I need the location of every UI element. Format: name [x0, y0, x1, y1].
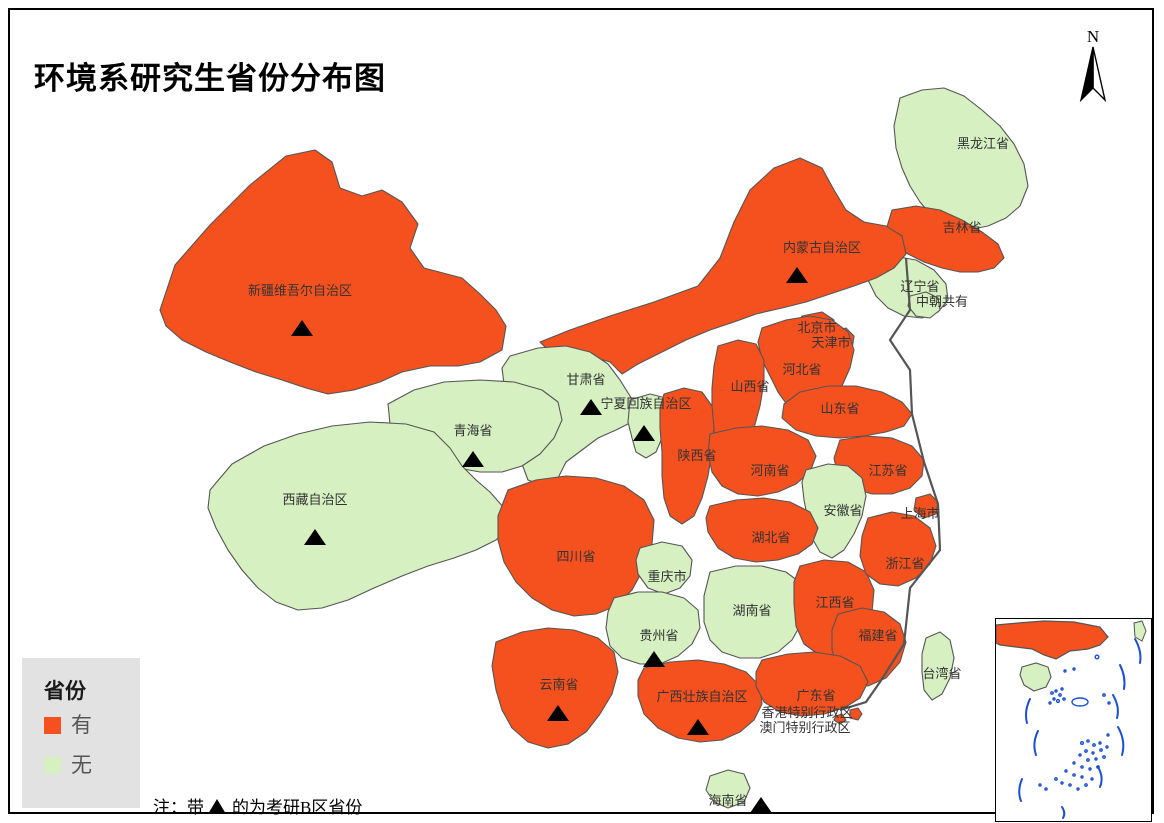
b-zone-triangle-icon [750, 797, 772, 813]
province-area[interactable] [913, 493, 939, 519]
province-label: 广东省 [796, 688, 835, 703]
province-label: 贵州省 [639, 628, 678, 643]
province-area[interactable] [605, 591, 701, 665]
province-label: 澳门特别行政区 [759, 720, 850, 735]
legend-item-none[interactable]: 无 [44, 752, 92, 778]
b-zone-triangle-icon [786, 267, 808, 283]
south-china-sea-inset[interactable] [995, 618, 1152, 822]
legend: 省份 有 无 [22, 658, 140, 808]
province-area[interactable] [659, 387, 715, 525]
legend-title: 省份 [44, 679, 86, 703]
north-label: N [1086, 27, 1100, 46]
province-area[interactable] [833, 713, 847, 725]
map-canvas: 新疆维吾尔自治区 黑龙江省吉林省辽宁省 中朝共有 内蒙古自治区北京市 天津市河北省 山西省… [10, 10, 1156, 816]
inset-mainland [996, 620, 1109, 660]
province-label: 青海省 [453, 423, 492, 438]
province-label: 黑龙江省 [957, 136, 1009, 151]
north-arrow-glyph [1079, 46, 1107, 103]
inset-svg [996, 620, 1147, 819]
coastline [839, 257, 942, 712]
b-zone-triangle-icon [633, 425, 655, 441]
legend-swatch-none [44, 756, 61, 774]
province-area[interactable] [781, 385, 913, 439]
b-zone-triangle-icon [687, 719, 709, 735]
province-area[interactable] [491, 627, 619, 749]
b-zone-triangle-icon [580, 399, 602, 415]
legend-item-has[interactable]: 有 [44, 712, 92, 738]
province-area[interactable] [539, 157, 907, 375]
province-area[interactable] [635, 541, 693, 595]
inset-hainan [1019, 662, 1052, 692]
nine-dash-line [1018, 638, 1142, 819]
map-frame: 新疆维吾尔自治区 黑龙江省吉林省辽宁省 中朝共有 内蒙古自治区北京市 天津市河北省 山西省… [8, 8, 1156, 822]
province-label: 海南省 [708, 793, 747, 808]
page-title: 环境系研究生省份分布图 [34, 60, 386, 96]
inset-islands [1038, 654, 1111, 791]
province-area[interactable] [921, 631, 955, 701]
province-label: 安徽省 [823, 503, 862, 518]
north-arrow-icon: N [1072, 28, 1114, 108]
province-area[interactable] [207, 421, 511, 611]
province-label: 中朝共有 [916, 294, 968, 309]
province-area[interactable] [707, 425, 817, 497]
province-label: 陕西省 [677, 448, 716, 463]
province-label: 上海市 [900, 506, 939, 521]
province-area[interactable] [159, 149, 507, 395]
province-label: 湖南省 [732, 603, 771, 618]
province-label: 江苏省 [868, 463, 907, 478]
b-zone-triangle-icon [643, 651, 665, 667]
province-label: 宁夏回族自治区 [600, 396, 691, 411]
province-area[interactable] [705, 497, 819, 563]
note-prefix: 注：带 [153, 798, 204, 817]
map-note: 注：带 的为考研B区省份 [153, 793, 362, 818]
province-label: 山西省 [730, 379, 769, 394]
province-label: 四川省 [556, 549, 595, 564]
province-area[interactable] [637, 659, 763, 743]
province-area[interactable] [801, 463, 867, 559]
province-label: 香港特别行政区 [761, 705, 852, 720]
province-label: 吉林省 [942, 220, 981, 235]
province-label: 广西壮族自治区 [656, 689, 747, 704]
province-area[interactable] [859, 511, 937, 587]
province-label: 辽宁省 [900, 279, 939, 294]
legend-label-none: 无 [71, 752, 92, 777]
province-label: 河北省 [782, 362, 821, 377]
b-zone-triangle-icon [304, 529, 326, 545]
province-label: 北京市 [797, 320, 836, 335]
inset-taiwan [1133, 620, 1147, 642]
province-label: 新疆维吾尔自治区 [248, 283, 352, 298]
province-label: 台湾省 [922, 666, 961, 681]
province-area[interactable] [893, 87, 1029, 231]
legend-swatch-has [44, 716, 61, 734]
province-label: 福建省 [858, 628, 897, 643]
province-label: 云南省 [539, 677, 578, 692]
province-label: 西藏自治区 [282, 492, 347, 507]
province-label: 内蒙古自治区 [783, 240, 861, 255]
province-label: 浙江省 [885, 556, 924, 571]
province-label: 江西省 [815, 595, 854, 610]
province-label: 河南省 [750, 463, 789, 478]
province-area[interactable] [703, 565, 807, 659]
legend-label-has: 有 [71, 712, 92, 737]
b-zone-triangle-icon [462, 451, 484, 467]
province-area[interactable] [705, 769, 751, 809]
b-zone-triangle-icon [547, 705, 569, 721]
b-zone-triangle-icon [291, 320, 313, 336]
province-area[interactable] [849, 707, 863, 721]
province-label: 湖北省 [751, 530, 790, 545]
b-zone-markers-layer [291, 267, 808, 813]
province-label: 山东省 [820, 401, 859, 416]
provinces-layer [159, 87, 1029, 809]
triangle-icon [208, 799, 226, 814]
province-label: 重庆市 [647, 569, 686, 584]
note-suffix: 的为考研B区省份 [232, 798, 363, 817]
province-label: 甘肃省 [566, 372, 605, 387]
province-label: 天津市 [811, 335, 850, 350]
